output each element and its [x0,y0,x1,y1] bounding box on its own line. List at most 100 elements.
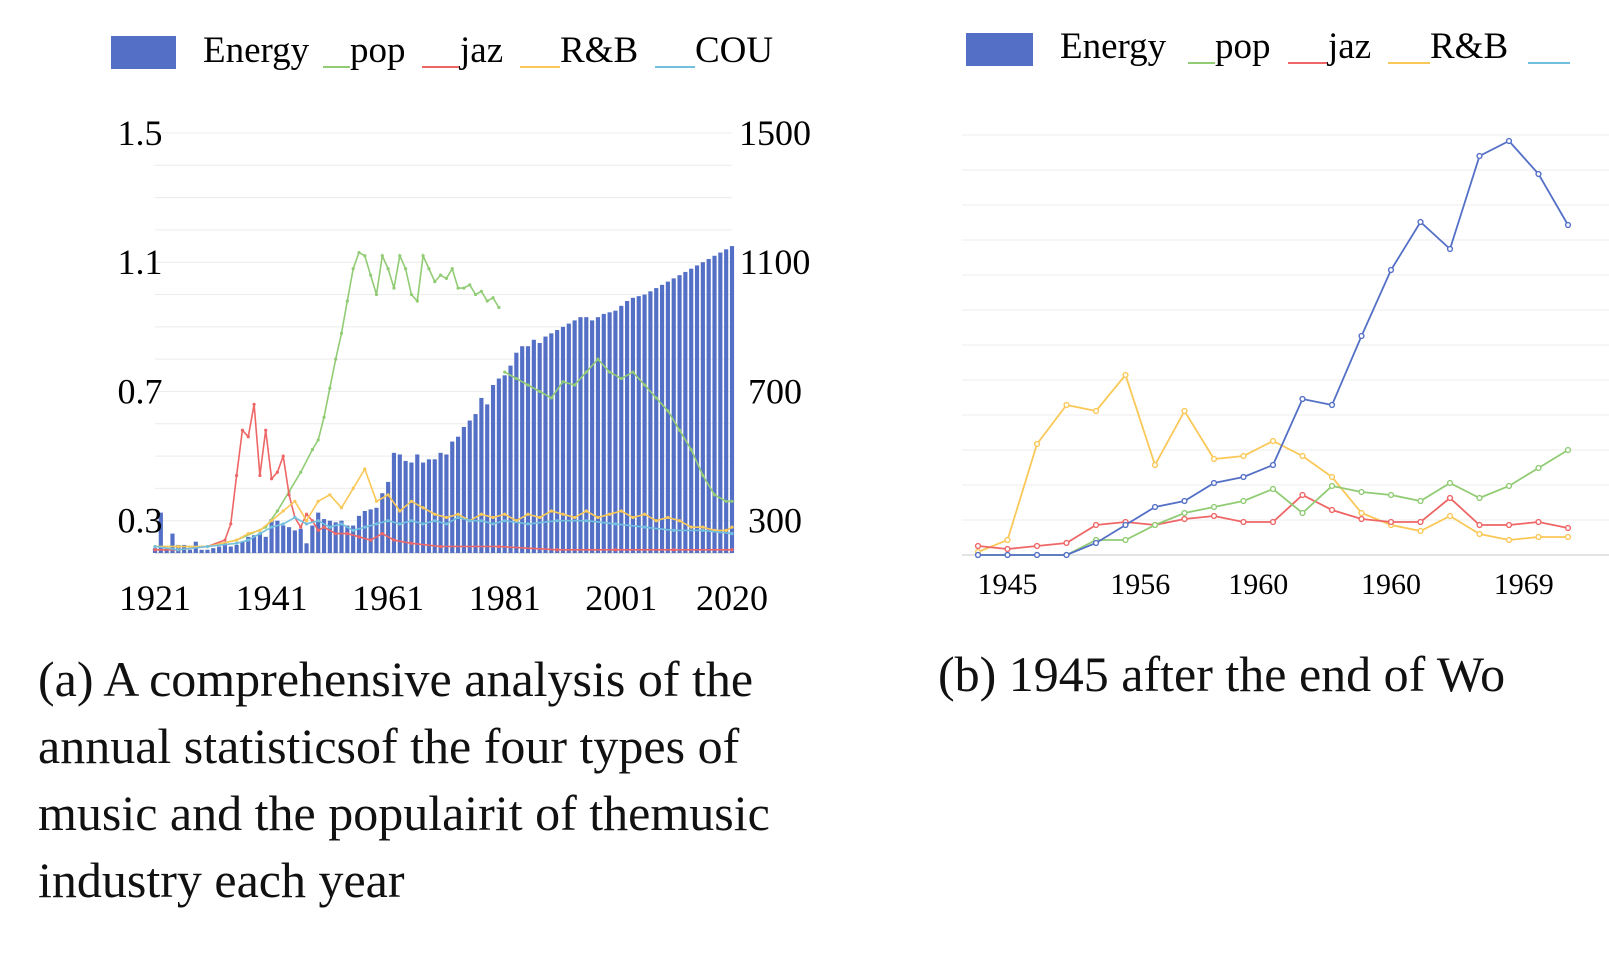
data-point-rb [677,519,682,523]
data-point-cou [205,544,210,549]
energy-bar [677,275,682,553]
energy-bar [619,305,624,553]
data-point-rb [258,528,262,532]
data-point-pop [1299,509,1306,517]
panel-a-energy-bars [152,246,735,554]
energy-bar [520,346,525,553]
data-point-energy [1505,137,1513,145]
data-point-energy [1063,551,1070,559]
data-point-rb [1417,527,1424,535]
data-point-rb [1122,371,1129,379]
data-point-energy [1564,221,1572,229]
energy-bar [560,326,566,553]
energy-bar [351,525,356,553]
data-point-pop [310,448,314,452]
data-point-pop [1181,509,1188,517]
x-tick-label: 1960 [1228,568,1288,601]
data-point-cou [584,519,588,523]
energy-bar [706,259,711,553]
energy-bar [689,268,694,553]
data-point-rb [339,506,344,510]
data-point-pop [409,292,414,297]
data-point-pop [322,415,326,419]
data-point-pop [724,499,728,503]
data-point-rb [363,467,367,471]
energy-bar [263,536,268,553]
panel-a-chart: Energy pop jaz R&B COU 1.5 1.1 0.7 0.3 1500… [111,30,811,618]
data-point-energy [1476,152,1483,160]
data-point-rb [1535,533,1542,541]
panel-a-caption-line: (a) A comprehensive analysis of the [38,651,754,707]
energy-bar [683,271,688,553]
data-point-rb [689,525,693,529]
data-point-pop [473,292,478,297]
legend-swatch-energy [111,36,176,69]
data-point-energy [1092,539,1100,547]
data-point-jaz [258,473,262,478]
data-point-jaz [234,473,239,478]
energy-bar [625,301,630,553]
energy-bar [659,284,665,553]
energy-bar [339,520,344,553]
energy-bar [362,511,367,553]
data-point-jaz [287,493,291,497]
energy-bar [590,320,595,553]
data-point-jaz [316,528,320,532]
data-point-jaz [223,538,227,542]
energy-bar [724,249,729,554]
energy-bar [502,375,507,553]
data-point-jaz [555,548,559,552]
data-point-pop [631,370,635,374]
energy-bar [555,330,560,553]
data-point-jaz [1358,515,1365,523]
data-point-cou [246,538,250,542]
data-point-rb [491,515,495,520]
data-point-rb [701,525,705,529]
data-point-pop [1476,494,1483,502]
legend-label-rb: R&B [1430,26,1508,67]
series-line-energy [978,139,1569,556]
data-point-pop [1210,503,1218,511]
data-point-jaz [281,454,285,458]
y-left-tick-label: 1.1 [118,242,163,282]
energy-bar [281,525,286,553]
data-point-jaz [1417,518,1424,526]
energy-bar [578,317,583,553]
energy-bar [630,297,635,553]
data-point-rb [398,509,402,513]
data-point-rb [619,509,623,513]
data-point-pop [549,396,553,400]
energy-bar [292,530,297,553]
data-point-jaz [409,541,414,545]
x-tick-label: 1945 [978,568,1038,601]
energy-bar [479,397,484,553]
data-point-pop [299,470,303,474]
x-tick-label: 2020 [696,578,768,618]
data-point-jaz [1181,515,1188,523]
energy-bar [240,541,245,553]
data-point-jaz [497,544,501,549]
energy-bar [665,281,670,553]
data-point-cou [293,515,297,520]
panel-b-legend: Energy pop jaz R&B [966,26,1570,67]
energy-bar [549,333,554,553]
data-point-rb [444,515,449,520]
data-point-cou [555,519,559,523]
data-point-cou [421,522,425,526]
data-point-jaz [1004,545,1011,553]
data-point-pop [677,428,682,432]
data-point-jaz [1476,521,1483,529]
energy-bar [572,320,577,553]
energy-bar [246,536,251,553]
data-point-cou [491,522,495,526]
data-point-energy [1446,245,1454,253]
data-point-jaz [380,532,384,536]
data-point-rb [730,525,734,529]
data-point-cou [339,522,344,526]
data-point-pop [1535,464,1542,472]
data-point-energy [1122,521,1129,529]
energy-bar [217,546,222,553]
y-right-tick-label: 300 [748,501,802,541]
data-point-pop [450,267,454,271]
legend-label-pop: pop [1215,26,1271,67]
